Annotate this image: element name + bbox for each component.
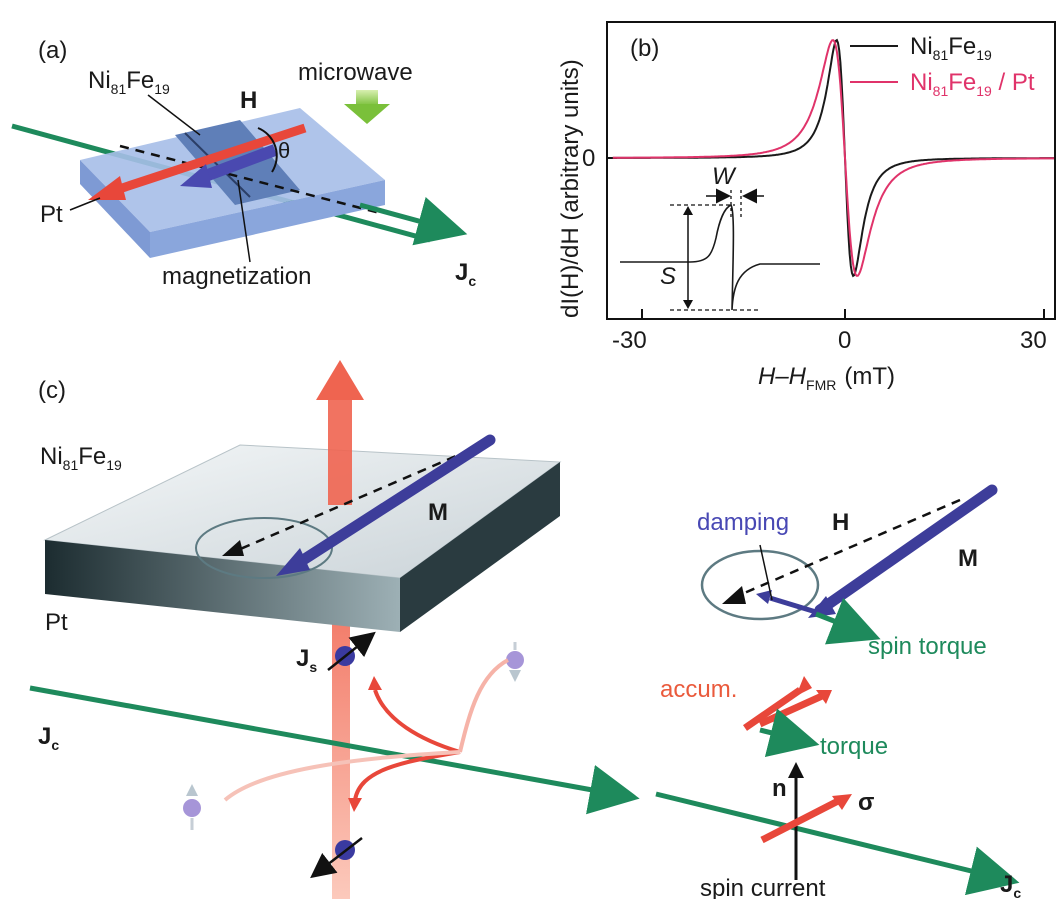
- faded-spin-left: [183, 799, 201, 817]
- current-arrow-a: [359, 196, 468, 246]
- torque-label: torque: [820, 733, 888, 760]
- magnetization-label: magnetization: [162, 263, 311, 290]
- y-tick-0: 0: [582, 145, 595, 172]
- jc2-label: Jc: [1000, 871, 1021, 899]
- n-vector-head: [788, 762, 804, 778]
- panel-b-label: (b): [630, 35, 659, 62]
- nife-label-c: Ni81Fe19: [40, 443, 122, 473]
- spin-current-label: spin current: [700, 875, 826, 899]
- she-arrow-faded-down: [223, 750, 461, 802]
- m-arrow-right: [814, 484, 998, 616]
- y-axis-label: dI(H)/dH (arbitrary units): [557, 59, 584, 318]
- she-arrow-up-head: [368, 676, 382, 690]
- spin-current-beam-upper: [328, 395, 352, 505]
- faded-spin-right: [506, 651, 524, 669]
- jc-label-c: Jc: [38, 723, 59, 753]
- theta-arc: [257, 127, 278, 173]
- damping-arrow: [769, 595, 817, 615]
- series-line-1: [612, 39, 1054, 277]
- m2-label-c: M: [958, 545, 978, 572]
- spin-torque-label: spin torque: [868, 633, 987, 660]
- she-arrow-down-head: [348, 798, 362, 812]
- faded-spin-left-arrow: [186, 784, 198, 796]
- h-label-a: H: [240, 87, 257, 114]
- x-tick-0: 0: [838, 327, 851, 354]
- accum-arrow-1-head: [796, 676, 812, 696]
- precession-orbit: [195, 517, 333, 579]
- spin-up-arrow: [327, 631, 376, 671]
- magnetization-pointer: [237, 179, 251, 263]
- slab-side: [400, 462, 560, 632]
- faded-spin-right-arrow: [509, 670, 521, 682]
- she-arrow-up: [373, 689, 461, 754]
- s-label: S: [660, 263, 676, 290]
- panel-c: (c) Ni81Fe19 M Pt Jc Js: [29, 360, 1021, 899]
- microwave-label: microwave: [298, 59, 413, 86]
- accum-arrow-2-head: [816, 690, 832, 704]
- current-line-c: [29, 685, 640, 815]
- dashed-h-head: [222, 540, 244, 556]
- slab-front: [45, 540, 400, 632]
- sigma-arrow-head: [832, 794, 852, 810]
- jc-label-a: Jc: [455, 259, 476, 289]
- torque-arrow: [759, 708, 820, 757]
- magnetization-arrow-a-head: [180, 164, 212, 188]
- panel-a-label: (a): [38, 37, 67, 64]
- spin-torque-arrow: [815, 597, 881, 645]
- spin-down-arrow: [310, 837, 363, 879]
- m-arrow-c: [294, 434, 496, 568]
- spin-current-beam-lower: [332, 600, 350, 899]
- panel-c-label: (c): [38, 377, 66, 404]
- w-label: W: [712, 163, 737, 190]
- h-arrow-a-head: [88, 176, 126, 200]
- she-arrow-down: [353, 750, 461, 801]
- dashed-axis-a: [119, 144, 381, 215]
- accum-label: accum.: [660, 676, 737, 703]
- panel-a: (a) θ microwave Ni81Fe19 H Pt: [11, 37, 476, 290]
- panel-b: (b) -30 0 30 0 dI(H)/dH (arbitrary units…: [557, 21, 1056, 393]
- s-arrow-bottom: [683, 300, 693, 309]
- plot-frame: [606, 21, 1056, 320]
- legend-text-nife: Ni81Fe19: [910, 33, 992, 63]
- damping-pointer: [759, 544, 773, 601]
- x-tick-neg30: -30: [612, 327, 647, 354]
- dashed-h-right-head: [722, 586, 746, 604]
- legend-text-nife-pt: Ni81Fe19 / Pt: [910, 69, 1035, 99]
- h-label-c: H: [832, 509, 849, 536]
- microwave-arrow-head: [344, 104, 390, 124]
- nife-label-a: Ni81Fe19: [88, 67, 170, 97]
- theta-label: θ: [278, 138, 290, 163]
- magnetization-arrow-a: [197, 144, 278, 184]
- dashed-h-axis-c: [237, 448, 471, 552]
- spin-current-beam-head: [316, 360, 364, 400]
- current-line-c2: [655, 791, 1020, 896]
- damping-arrow-head: [756, 590, 772, 604]
- curves: [612, 38, 1054, 278]
- sigma-arrow: [760, 796, 842, 844]
- nife-pointer-a: [147, 94, 201, 136]
- s-arrow-top: [683, 206, 693, 215]
- damping-label: damping: [697, 509, 789, 536]
- microwave-arrow-body: [356, 90, 378, 106]
- x-axis-label: H–HFMR (mT): [758, 363, 895, 393]
- dashed-h-axis-right: [741, 498, 961, 596]
- sigma-label: σ: [858, 789, 874, 816]
- pt-label-a: Pt: [40, 201, 63, 228]
- pt-label-c: Pt: [45, 609, 68, 636]
- pt-pointer-a: [69, 197, 101, 211]
- inset-curve: [620, 203, 820, 311]
- inset: W S: [620, 163, 820, 311]
- she-arrow-faded-up: [458, 658, 509, 753]
- m-label-c: M: [428, 499, 448, 526]
- pt-slab-front: [80, 160, 150, 258]
- n-label: n: [772, 775, 787, 802]
- js-label: Js: [296, 645, 317, 675]
- m-arrow-c-head: [276, 548, 310, 576]
- precession-orbit-right: [700, 549, 820, 621]
- x-tick-30: 30: [1020, 327, 1047, 354]
